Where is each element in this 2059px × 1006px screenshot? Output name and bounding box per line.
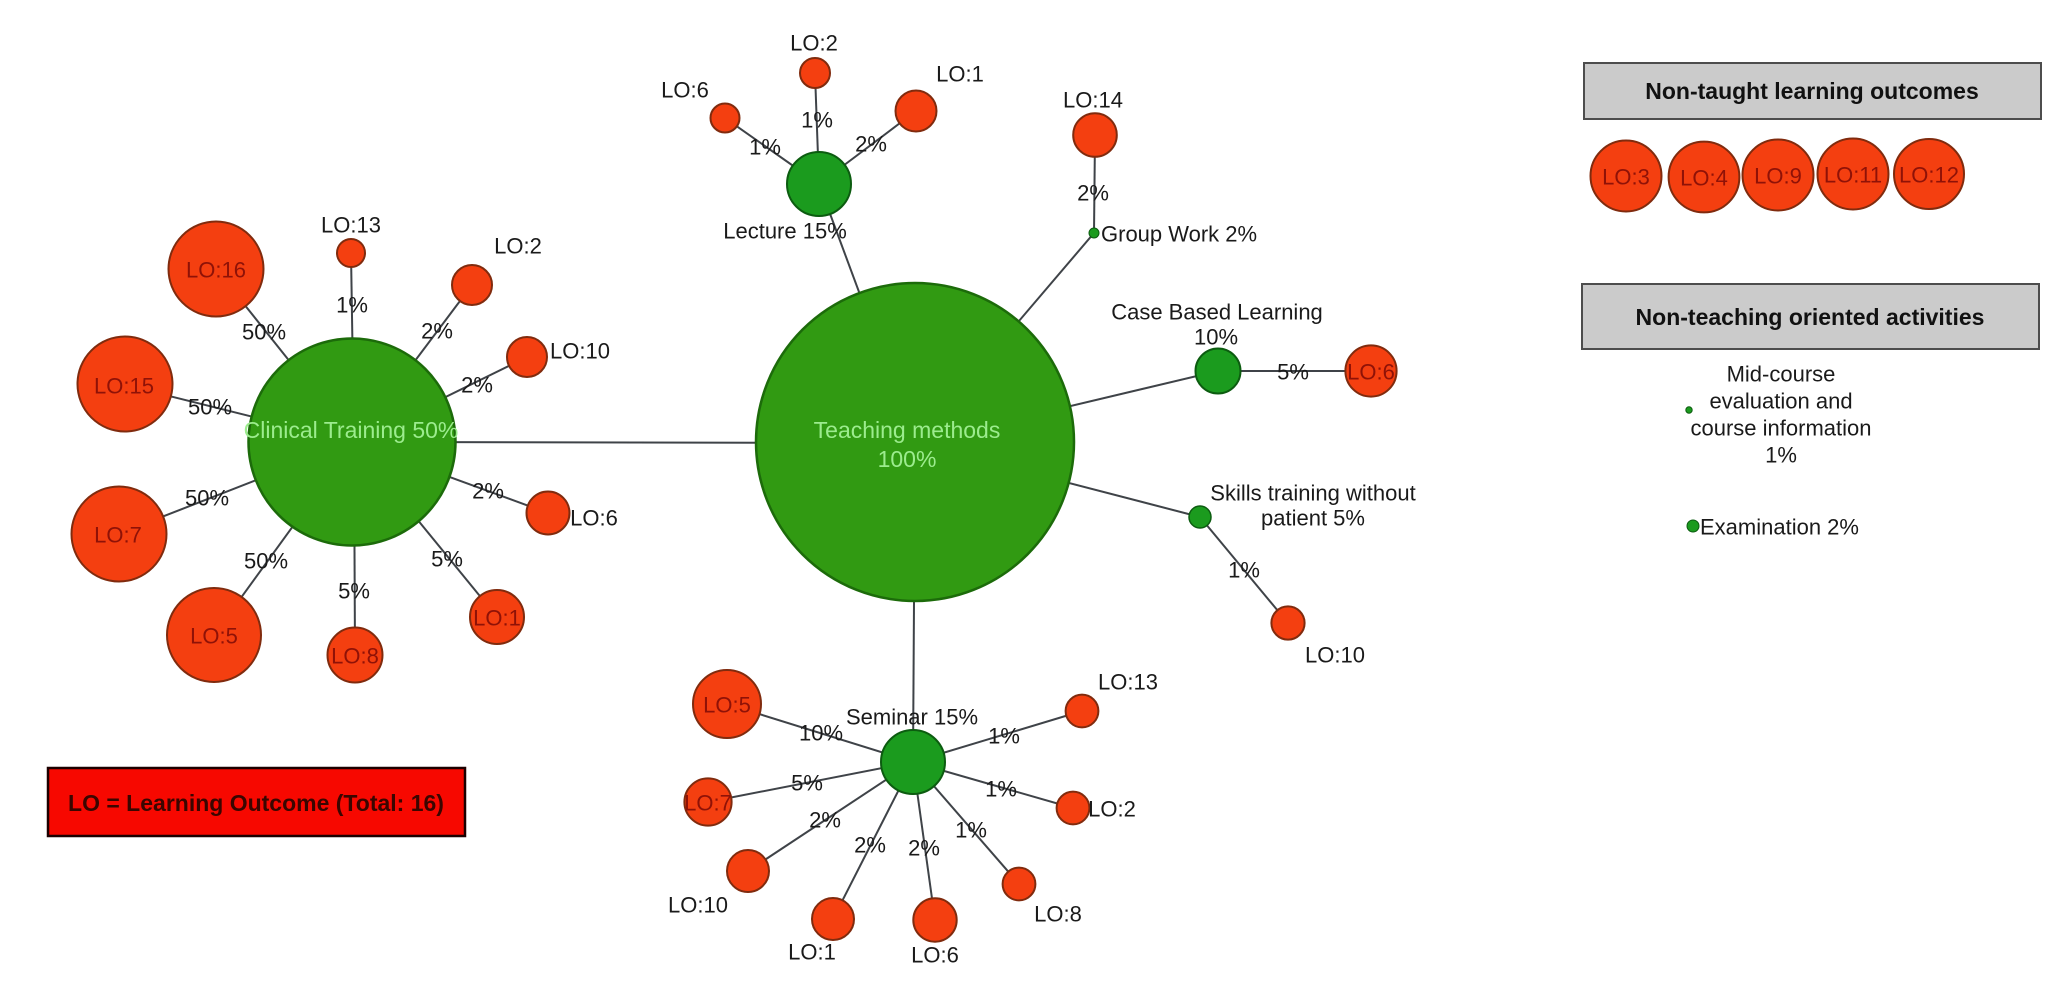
svg-text:course information: course information — [1691, 416, 1872, 441]
svg-text:LO:8: LO:8 — [331, 644, 379, 669]
svg-text:LO:6: LO:6 — [911, 943, 959, 968]
svg-text:Seminar 15%: Seminar 15% — [846, 705, 978, 730]
svg-text:LO:1: LO:1 — [936, 62, 984, 87]
svg-text:LO:2: LO:2 — [790, 31, 838, 56]
svg-text:LO:13: LO:13 — [1098, 670, 1158, 695]
svg-text:1%: 1% — [955, 818, 987, 843]
svg-text:LO:6: LO:6 — [661, 78, 709, 103]
svg-text:5%: 5% — [431, 547, 463, 572]
svg-text:2%: 2% — [908, 836, 940, 861]
svg-text:5%: 5% — [338, 579, 370, 604]
svg-text:LO:13: LO:13 — [321, 213, 381, 238]
svg-text:patient 5%: patient 5% — [1261, 506, 1365, 531]
svg-text:LO:2: LO:2 — [494, 234, 542, 259]
svg-text:LO:7: LO:7 — [684, 791, 732, 816]
svg-text:LO:11: LO:11 — [1824, 163, 1882, 188]
svg-text:50%: 50% — [242, 320, 286, 345]
svg-text:2%: 2% — [809, 808, 841, 833]
svg-text:1%: 1% — [1765, 443, 1797, 468]
svg-text:LO:10: LO:10 — [1305, 643, 1365, 668]
svg-text:1%: 1% — [1228, 558, 1260, 583]
svg-text:LO:8: LO:8 — [1034, 902, 1082, 927]
svg-text:1%: 1% — [988, 724, 1020, 749]
svg-text:LO:5: LO:5 — [703, 693, 751, 718]
svg-text:10%: 10% — [799, 721, 843, 746]
svg-text:LO:7: LO:7 — [94, 523, 142, 548]
svg-text:LO = Learning Outcome (Total:: LO = Learning Outcome (Total: 16) — [68, 790, 444, 816]
svg-text:2%: 2% — [472, 479, 504, 504]
svg-text:10%: 10% — [1194, 325, 1238, 350]
svg-text:50%: 50% — [244, 549, 288, 574]
svg-text:LO:1: LO:1 — [788, 940, 836, 965]
svg-text:5%: 5% — [1277, 360, 1309, 385]
svg-text:LO:10: LO:10 — [550, 339, 610, 364]
svg-text:50%: 50% — [188, 395, 232, 420]
svg-text:Non-teaching oriented activiti: Non-teaching oriented activities — [1636, 304, 1985, 330]
svg-text:Teaching methods: Teaching methods — [814, 417, 1001, 443]
svg-text:LO:15: LO:15 — [94, 374, 154, 399]
svg-text:LO:9: LO:9 — [1754, 164, 1802, 189]
svg-text:LO:3: LO:3 — [1602, 165, 1650, 190]
svg-text:Skills training without: Skills training without — [1210, 481, 1415, 506]
svg-text:LO:1: LO:1 — [473, 606, 521, 631]
svg-text:1%: 1% — [801, 108, 833, 133]
svg-text:Mid-course: Mid-course — [1727, 362, 1836, 387]
svg-text:2%: 2% — [855, 132, 887, 157]
svg-text:1%: 1% — [336, 293, 368, 318]
svg-text:evaluation and: evaluation and — [1709, 389, 1852, 414]
svg-text:LO:6: LO:6 — [1347, 360, 1395, 385]
svg-text:2%: 2% — [461, 373, 493, 398]
svg-text:LO:2: LO:2 — [1088, 797, 1136, 822]
svg-text:50%: 50% — [185, 486, 229, 511]
svg-text:Clinical Training 50%: Clinical Training 50% — [244, 417, 459, 443]
svg-text:Examination 2%: Examination 2% — [1700, 515, 1859, 540]
svg-text:5%: 5% — [791, 771, 823, 796]
svg-text:Case Based Learning: Case Based Learning — [1111, 300, 1323, 325]
svg-text:Lecture 15%: Lecture 15% — [723, 219, 847, 244]
svg-text:LO:4: LO:4 — [1680, 166, 1728, 191]
svg-text:Non-taught learning outcomes: Non-taught learning outcomes — [1645, 78, 1979, 104]
svg-text:2%: 2% — [1077, 181, 1109, 206]
svg-text:2%: 2% — [854, 833, 886, 858]
svg-text:1%: 1% — [749, 135, 781, 160]
svg-text:2%: 2% — [421, 319, 453, 344]
svg-text:LO:6: LO:6 — [570, 506, 618, 531]
svg-text:Group Work 2%: Group Work 2% — [1101, 222, 1257, 247]
svg-text:LO:14: LO:14 — [1063, 88, 1123, 113]
svg-text:LO:5: LO:5 — [190, 624, 238, 649]
svg-text:LO:12: LO:12 — [1899, 163, 1959, 188]
svg-text:LO:10: LO:10 — [668, 893, 728, 918]
svg-text:1%: 1% — [985, 777, 1017, 802]
svg-text:100%: 100% — [878, 446, 937, 472]
svg-text:LO:16: LO:16 — [186, 258, 246, 283]
